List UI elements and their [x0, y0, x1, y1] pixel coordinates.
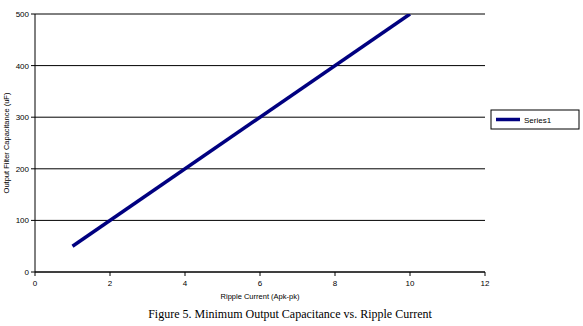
x-tick-label: 4: [183, 279, 188, 288]
x-axis: [35, 272, 485, 273]
y-tick: [31, 272, 35, 273]
y-tick-label: 500: [16, 10, 30, 19]
legend-swatch: [496, 118, 520, 122]
y-tick-label: 400: [16, 62, 30, 71]
x-tick: [110, 272, 111, 276]
series-line: [73, 14, 411, 246]
y-tick-label: 300: [16, 113, 30, 122]
x-tick: [410, 272, 411, 276]
x-tick-label: 8: [333, 279, 338, 288]
y-tick: [31, 65, 35, 66]
grid-line: [35, 14, 485, 15]
x-tick: [260, 272, 261, 276]
legend: Series1: [491, 110, 579, 129]
x-tick-label: 6: [258, 279, 263, 288]
legend-box: [491, 110, 579, 129]
x-tick: [35, 272, 36, 276]
x-tick: [485, 272, 486, 276]
chart-container: 0 100 200 300 400 500 0 2 4 6 8 10 12 Series1 Ripple C…: [0, 0, 583, 326]
grid-line: [35, 65, 485, 66]
y-tick-label: 100: [16, 216, 30, 225]
x-tick: [335, 272, 336, 276]
x-tick-label: 2: [108, 279, 113, 288]
y-tick-label: 200: [16, 165, 30, 174]
y-axis-label: Output Filter Capacitance (uF): [2, 92, 11, 193]
series-group: [73, 14, 411, 246]
y-tick: [31, 14, 35, 15]
y-tick: [31, 168, 35, 169]
y-axis: [35, 14, 36, 272]
x-axis-label: Ripple Current (Apk-pk): [221, 292, 300, 301]
grid-line: [35, 220, 485, 221]
x-tick-label: 0: [33, 279, 38, 288]
x-tick-label: 10: [406, 279, 415, 288]
legend-label: Series1: [524, 116, 552, 125]
chart-title: Figure 5. Minimum Output Capacitance vs.…: [148, 307, 432, 321]
x-tick-label: 12: [481, 279, 490, 288]
page: {"chart_data": {"type": "line", "title":…: [0, 0, 583, 326]
y-tick: [31, 220, 35, 221]
chart-svg: 0 100 200 300 400 500 0 2 4 6 8 10 12 Series1 Ripple C…: [0, 0, 583, 326]
y-tick-label: 0: [25, 268, 30, 277]
grid-line: [35, 272, 485, 273]
y-tick: [31, 117, 35, 118]
x-tick: [185, 272, 186, 276]
grid-line: [35, 168, 485, 169]
